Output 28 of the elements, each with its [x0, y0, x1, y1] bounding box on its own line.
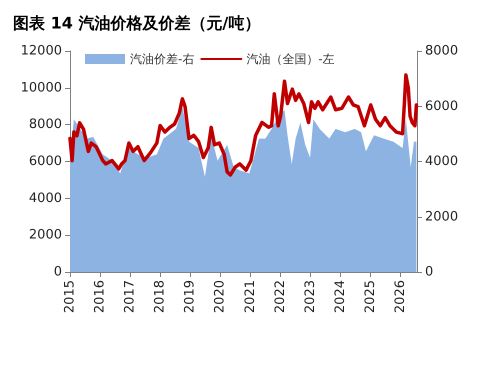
x-tick-label: 2019 — [182, 280, 198, 314]
line-series — [68, 73, 418, 177]
x-tick-label: 2020 — [212, 280, 228, 314]
x-tick-label: 2018 — [152, 280, 168, 314]
legend-label: 汽油（全国）-左 — [246, 52, 335, 66]
x-tick-label: 2026 — [392, 280, 408, 314]
x-tick-label: 2024 — [332, 280, 348, 314]
y-tick-label: 10000 — [20, 80, 62, 96]
x-tick-label: 2016 — [92, 280, 108, 314]
y-tick-label: 0 — [54, 264, 62, 280]
y-tick-label: 12000 — [20, 44, 62, 58]
y2-tick-label: 2000 — [425, 209, 458, 224]
y-tick-label: 8000 — [28, 117, 62, 132]
x-tick-label: 2022 — [272, 280, 288, 314]
y-tick-label: 6000 — [28, 154, 62, 169]
x-tick-label: 2023 — [302, 280, 318, 314]
y2-tick-label: 4000 — [425, 154, 458, 169]
x-tick-label: 2015 — [62, 280, 78, 314]
x-tick-label: 2025 — [362, 280, 378, 314]
legend-label: 汽油价差-右 — [130, 52, 194, 66]
chart-title: 图表 14 汽油价格及价差（元/吨） — [13, 14, 260, 32]
y-tick-label: 2000 — [28, 228, 62, 243]
y2-tick-label: 6000 — [425, 98, 458, 114]
y-tick-label: 4000 — [28, 190, 62, 206]
y2-tick-label: 8000 — [425, 44, 458, 58]
x-tick-label: 2017 — [122, 280, 138, 314]
y2-tick-label: 0 — [425, 264, 434, 280]
x-tick-label: 2021 — [242, 280, 258, 314]
